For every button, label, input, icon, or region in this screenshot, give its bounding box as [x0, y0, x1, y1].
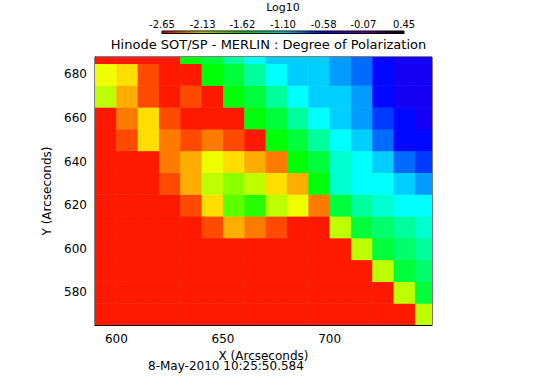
svg-text:8-May-2010 10:25:50.584: 8-May-2010 10:25:50.584: [148, 359, 304, 373]
svg-text:X (Arcseconds): X (Arcseconds): [219, 349, 309, 363]
svg-text:-1.62: -1.62: [229, 19, 255, 30]
svg-text:-2.13: -2.13: [190, 19, 216, 30]
svg-text:-0.58: -0.58: [311, 19, 337, 30]
svg-text:Log10: Log10: [266, 1, 300, 14]
svg-text:650: 650: [212, 332, 235, 346]
svg-text:600: 600: [105, 332, 128, 346]
svg-text:-2.65: -2.65: [149, 19, 175, 30]
svg-text:Y (Arcseconds): Y (Arcseconds): [40, 146, 54, 236]
svg-text:700: 700: [318, 332, 341, 346]
svg-text:Hinode SOT/SP - MERLIN : Degre: Hinode SOT/SP - MERLIN : Degree of Polar…: [111, 37, 426, 52]
svg-text:580: 580: [64, 285, 87, 299]
svg-text:640: 640: [64, 155, 87, 169]
svg-text:620: 620: [64, 198, 87, 212]
svg-text:600: 600: [64, 242, 87, 256]
svg-text:-0.07: -0.07: [350, 19, 376, 30]
svg-text:-1.10: -1.10: [270, 19, 296, 30]
svg-text:0.45: 0.45: [393, 19, 415, 30]
svg-text:660: 660: [64, 111, 87, 125]
svg-text:680: 680: [64, 67, 87, 81]
